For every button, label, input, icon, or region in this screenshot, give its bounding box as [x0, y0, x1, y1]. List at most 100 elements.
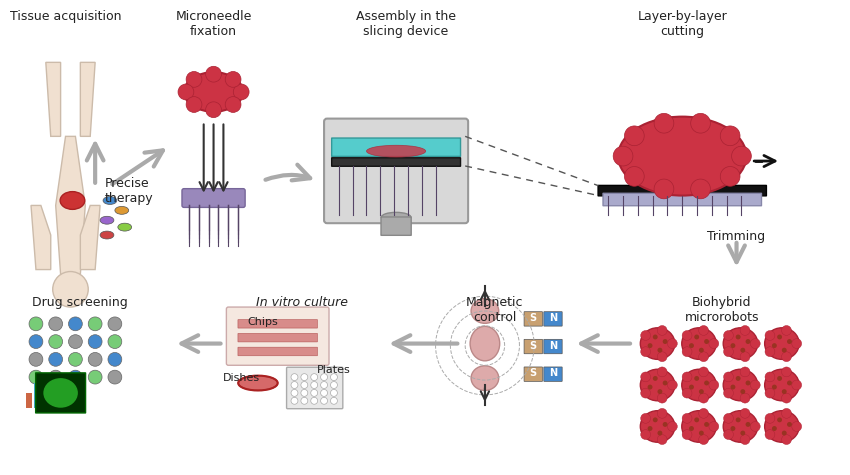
Bar: [34, 383, 40, 408]
Circle shape: [233, 84, 249, 100]
Ellipse shape: [640, 328, 675, 360]
Circle shape: [667, 421, 677, 431]
Circle shape: [765, 413, 775, 423]
FancyBboxPatch shape: [238, 320, 317, 328]
Circle shape: [206, 66, 222, 82]
FancyBboxPatch shape: [238, 333, 317, 342]
Circle shape: [69, 317, 82, 331]
Circle shape: [657, 389, 662, 394]
Circle shape: [782, 389, 787, 394]
Ellipse shape: [723, 328, 757, 360]
Circle shape: [69, 335, 82, 349]
Text: S: S: [530, 341, 537, 351]
Circle shape: [730, 426, 735, 431]
Circle shape: [654, 179, 674, 199]
Circle shape: [653, 376, 658, 381]
Circle shape: [331, 381, 337, 389]
Circle shape: [88, 352, 102, 366]
Text: S: S: [530, 313, 537, 323]
Circle shape: [663, 422, 667, 427]
Circle shape: [745, 422, 751, 427]
Circle shape: [699, 435, 709, 445]
Circle shape: [48, 317, 63, 331]
Circle shape: [29, 370, 42, 384]
FancyBboxPatch shape: [324, 119, 468, 223]
Circle shape: [186, 72, 202, 87]
Circle shape: [787, 380, 792, 385]
Circle shape: [723, 347, 734, 357]
Circle shape: [694, 418, 700, 422]
Circle shape: [625, 126, 644, 146]
Ellipse shape: [470, 326, 500, 361]
Circle shape: [108, 335, 122, 349]
Circle shape: [320, 381, 327, 389]
Circle shape: [613, 146, 633, 166]
Text: S: S: [530, 368, 537, 378]
Circle shape: [792, 421, 802, 431]
Ellipse shape: [618, 117, 746, 196]
Text: N: N: [549, 313, 557, 323]
Ellipse shape: [723, 411, 757, 442]
Ellipse shape: [682, 411, 717, 442]
Circle shape: [657, 393, 667, 403]
Circle shape: [667, 339, 677, 349]
Ellipse shape: [765, 328, 799, 360]
Circle shape: [88, 335, 102, 349]
Circle shape: [657, 367, 667, 377]
FancyBboxPatch shape: [36, 373, 86, 413]
Circle shape: [781, 325, 791, 335]
Circle shape: [740, 367, 750, 377]
Text: Microneedle
fixation: Microneedle fixation: [175, 10, 252, 38]
Circle shape: [331, 398, 337, 404]
Circle shape: [781, 367, 791, 377]
Polygon shape: [81, 205, 100, 270]
Circle shape: [787, 339, 792, 344]
Circle shape: [751, 339, 760, 349]
Circle shape: [745, 339, 751, 344]
Polygon shape: [46, 62, 60, 136]
Circle shape: [704, 380, 709, 385]
Circle shape: [699, 348, 704, 352]
FancyBboxPatch shape: [381, 217, 411, 235]
Circle shape: [689, 343, 694, 348]
Circle shape: [641, 372, 650, 382]
FancyBboxPatch shape: [524, 367, 542, 381]
Circle shape: [69, 352, 82, 366]
Polygon shape: [56, 136, 85, 275]
Circle shape: [765, 430, 775, 439]
Ellipse shape: [115, 207, 128, 214]
Text: Magnetic
control: Magnetic control: [466, 296, 524, 324]
Circle shape: [691, 179, 711, 199]
Circle shape: [772, 385, 777, 389]
Ellipse shape: [765, 369, 799, 401]
Circle shape: [657, 348, 662, 352]
Circle shape: [331, 374, 337, 380]
Circle shape: [311, 374, 318, 380]
Circle shape: [777, 334, 782, 340]
Circle shape: [311, 398, 318, 404]
FancyBboxPatch shape: [182, 189, 245, 208]
Circle shape: [777, 376, 782, 381]
Circle shape: [765, 347, 775, 357]
Ellipse shape: [471, 299, 499, 323]
Circle shape: [667, 380, 677, 390]
FancyBboxPatch shape: [332, 138, 461, 156]
FancyBboxPatch shape: [524, 339, 542, 354]
Circle shape: [792, 339, 802, 349]
Circle shape: [301, 398, 308, 404]
Circle shape: [704, 339, 709, 344]
FancyBboxPatch shape: [332, 158, 461, 166]
Circle shape: [653, 334, 658, 340]
Circle shape: [657, 435, 667, 445]
Circle shape: [311, 390, 318, 396]
Ellipse shape: [100, 231, 114, 239]
Circle shape: [699, 389, 704, 394]
Text: Precise
therapy: Precise therapy: [105, 177, 154, 205]
Ellipse shape: [682, 328, 717, 360]
Text: Dishes: Dishes: [223, 373, 260, 383]
Circle shape: [641, 331, 650, 341]
Circle shape: [745, 380, 751, 385]
FancyBboxPatch shape: [603, 193, 762, 206]
Circle shape: [709, 421, 719, 431]
Circle shape: [186, 96, 202, 113]
